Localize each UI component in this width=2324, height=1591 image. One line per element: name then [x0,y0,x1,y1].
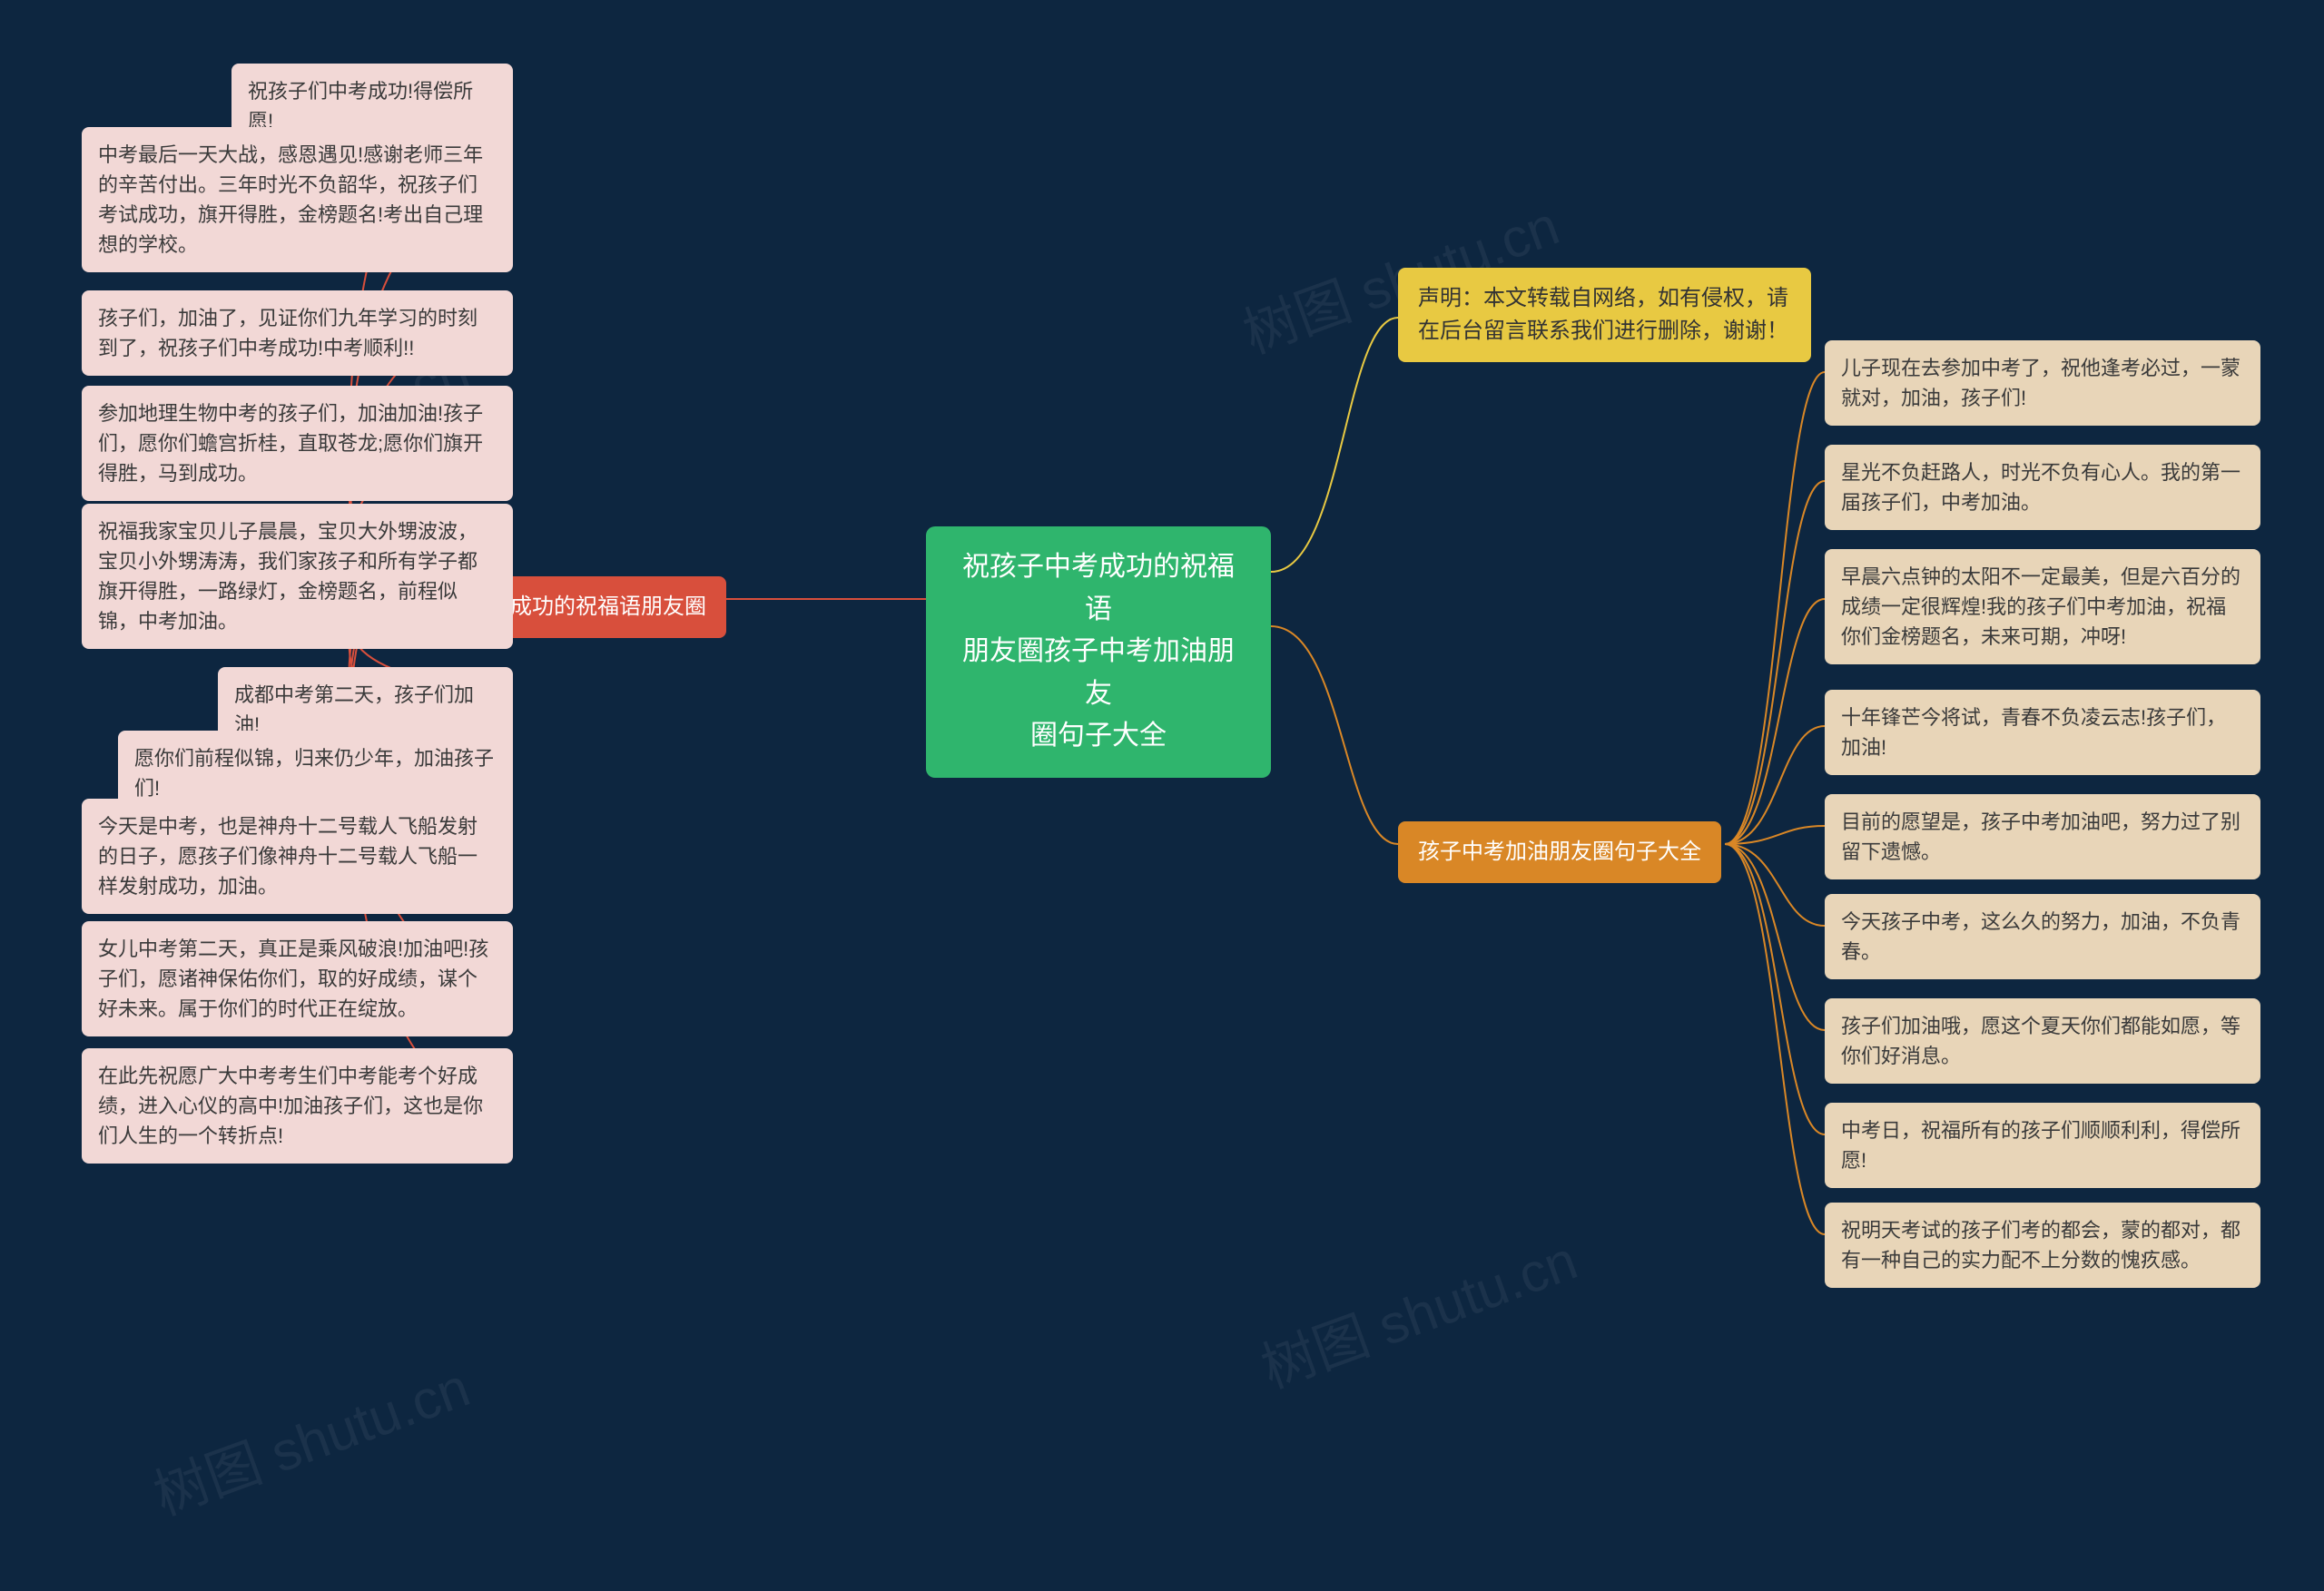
right-leaf-0: 儿子现在去参加中考了，祝他逢考必过，一蒙就对，加油，孩子们! [1825,340,2260,426]
left-leaf-3: 参加地理生物中考的孩子们，加油加油!孩子们，愿你们蟾宫折桂，直取苍龙;愿你们旗开… [82,386,513,501]
watermark: 树图 shutu.cn [1249,1216,1586,1403]
right-leaf-7: 中考日，祝福所有的孩子们顺顺利利，得偿所愿! [1825,1103,2260,1188]
right-branch-yellow: 声明：本文转载自网络，如有侵权，请在后台留言联系我们进行删除，谢谢！ [1398,268,1811,362]
left-leaf-2: 孩子们，加油了，见证你们九年学习的时刻到了，祝孩子们中考成功!中考顺利!! [82,290,513,376]
right-leaf-8: 祝明天考试的孩子们考的都会，蒙的都对，都有一种自己的实力配不上分数的愧疚感。 [1825,1203,2260,1288]
right-leaf-6: 孩子们加油哦，愿这个夏天你们都能如愿，等你们好消息。 [1825,998,2260,1084]
left-leaf-9: 在此先祝愿广大中考考生们中考能考个好成绩，进入心仪的高中!加油孩子们，这也是你们… [82,1048,513,1164]
right-branch-orange: 孩子中考加油朋友圈句子大全 [1398,821,1721,883]
left-leaf-4: 祝福我家宝贝儿子晨晨，宝贝大外甥波波，宝贝小外甥涛涛，我们家孩子和所有学子都旗开… [82,504,513,649]
right-leaf-4: 目前的愿望是，孩子中考加油吧，努力过了别留下遗憾。 [1825,794,2260,879]
left-leaf-7: 今天是中考，也是神舟十二号载人飞船发射的日子，愿孩子们像神舟十二号载人飞船一样发… [82,799,513,914]
center-node: 祝孩子中考成功的祝福语朋友圈孩子中考加油朋友圈句子大全 [926,526,1271,778]
watermark: 树图 shutu.cn [142,1343,478,1530]
left-leaf-8: 女儿中考第二天，真正是乘风破浪!加油吧!孩子们，愿诸神保佑你们，取的好成绩，谋个… [82,921,513,1036]
left-leaf-1: 中考最后一天大战，感恩遇见!感谢老师三年的辛苦付出。三年时光不负韶华，祝孩子们考… [82,127,513,272]
right-leaf-2: 早晨六点钟的太阳不一定最美，但是六百分的成绩一定很辉煌!我的孩子们中考加油，祝福… [1825,549,2260,664]
right-leaf-3: 十年锋芒今将试，青春不负凌云志!孩子们，加油! [1825,690,2260,775]
right-leaf-5: 今天孩子中考，这么久的努力，加油，不负青春。 [1825,894,2260,979]
right-leaf-1: 星光不负赶路人，时光不负有心人。我的第一届孩子们，中考加油。 [1825,445,2260,530]
